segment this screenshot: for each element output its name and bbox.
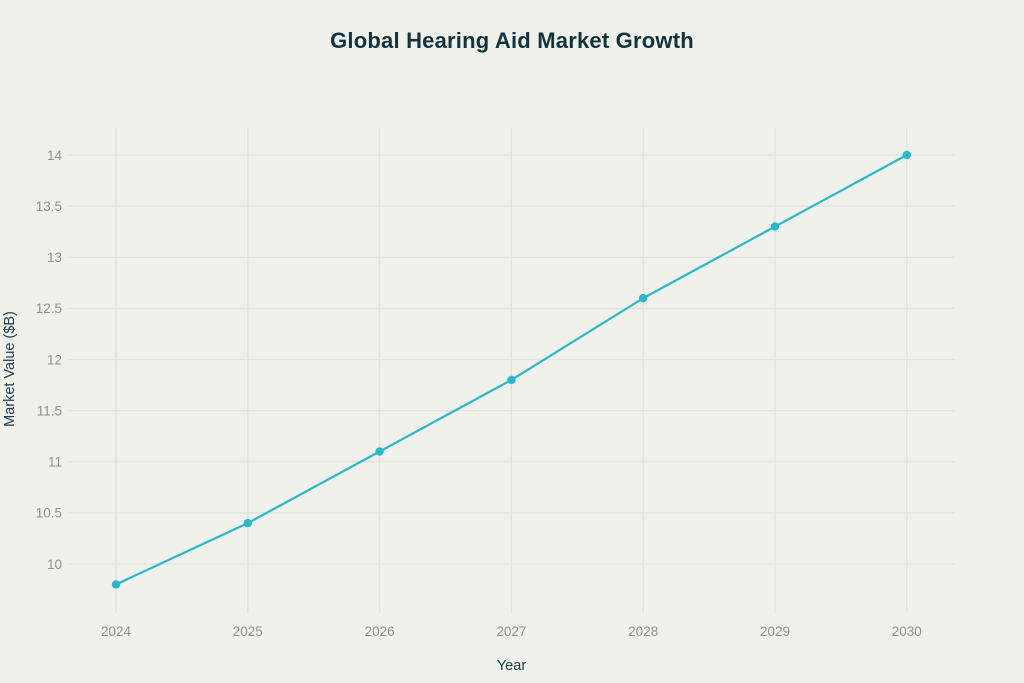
- x-tick-label: 2029: [760, 624, 790, 639]
- data-point: [902, 150, 911, 160]
- data-series: [111, 150, 911, 589]
- y-axis-title: Market Value ($B): [2, 311, 18, 427]
- chart-title: Global Hearing Aid Market Growth: [330, 28, 694, 53]
- x-tick-label: 2024: [101, 624, 132, 639]
- x-tick-label: 2028: [628, 624, 658, 639]
- y-tick-label: 12: [47, 352, 62, 367]
- data-point: [111, 580, 121, 589]
- y-tick-label: 12.5: [36, 301, 62, 316]
- data-point: [770, 222, 780, 231]
- x-tick-label: 2026: [365, 624, 395, 639]
- tick-labels: 10 10.5 11 11.5 12 12.5 13 13.5 14 2024 2025 2026 20…: [36, 148, 922, 639]
- y-tick-label: 10.5: [36, 506, 62, 521]
- y-tick-label: 13.5: [36, 199, 62, 214]
- x-tick-label: 2027: [496, 624, 526, 639]
- x-axis-title: Year: [497, 658, 526, 674]
- y-tick-label: 11: [48, 455, 62, 470]
- y-tick-label: 11.5: [37, 403, 62, 418]
- gridlines: [68, 128, 955, 613]
- data-point: [507, 375, 516, 385]
- data-point: [639, 293, 648, 303]
- y-tick-label: 10: [47, 557, 62, 572]
- data-point: [243, 518, 252, 528]
- x-tick-label: 2030: [892, 624, 922, 639]
- x-tick-label: 2025: [233, 624, 263, 639]
- y-tick-label: 13: [47, 250, 62, 265]
- data-point: [375, 447, 384, 456]
- y-tick-label: 14: [47, 148, 63, 163]
